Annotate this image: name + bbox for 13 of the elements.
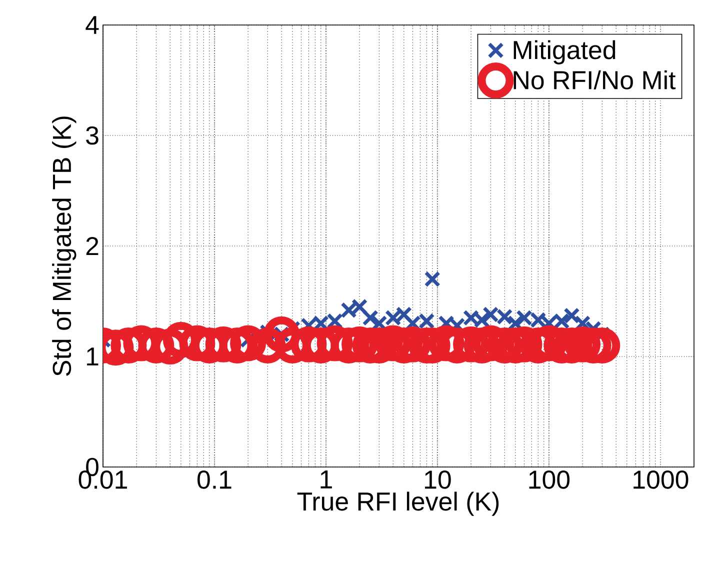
x-tick-label: 100 [529,470,570,489]
y-tick-label: 1 [87,348,98,366]
legend-label: Mitigated [514,40,616,64]
y-tick-label: 3 [86,126,98,145]
x-tick-label: 0.1 [198,470,232,489]
y-tick-label: 4 [86,16,99,34]
x-tick-label: 10 [425,470,451,489]
x-tick-label: 1 [320,470,332,488]
legend-label: No RFI/No Mit [514,70,676,90]
x-tick-label: 1000 [634,470,688,489]
y-tick-label: 2 [86,236,98,256]
x-axis-title: True RFI level (K) [297,492,499,516]
y-axis-title: Std of Mitigated TB (K) [52,116,76,376]
